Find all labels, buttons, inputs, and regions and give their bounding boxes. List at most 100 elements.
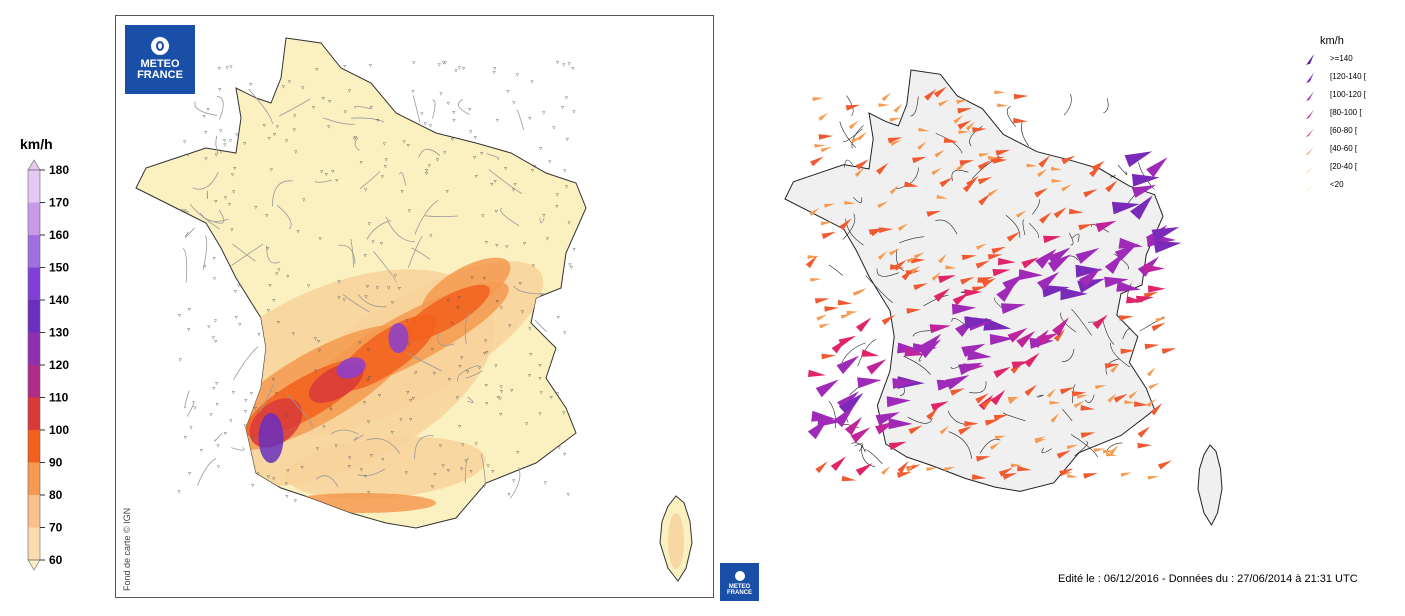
station-marker: ▿ <box>294 148 297 155</box>
wind-arrow <box>950 388 965 396</box>
department-border <box>1072 384 1076 404</box>
wind-arrow <box>930 401 949 411</box>
station-marker: ▿ <box>226 65 229 72</box>
station-marker: ▿ <box>369 62 372 69</box>
wind-arrow <box>1052 317 1069 337</box>
wind-arrow <box>808 369 826 377</box>
department-border <box>407 352 442 372</box>
scale-tick-label: 170 <box>49 196 69 210</box>
station-marker: ▿ <box>270 458 273 465</box>
station-marker: ▿ <box>263 122 266 129</box>
station-marker: ▿ <box>540 292 543 299</box>
station-marker: ▿ <box>187 152 190 159</box>
department-border <box>231 243 264 267</box>
wind-arrow <box>888 441 907 451</box>
department-borders <box>182 88 547 499</box>
wind-arrow <box>1120 348 1136 355</box>
wind-arrow <box>1006 231 1021 242</box>
station-marker: ▿ <box>244 408 247 415</box>
wind-arrow <box>877 201 889 209</box>
department-border <box>1103 98 1109 114</box>
legend-arrow-icon <box>1306 91 1314 101</box>
department-border <box>895 248 905 272</box>
station-marker: ▿ <box>528 115 531 122</box>
station-marker: ▿ <box>471 275 474 282</box>
station-marker: ▿ <box>320 168 323 175</box>
station-marker: ▿ <box>484 338 487 345</box>
department-border <box>839 121 856 149</box>
station-marker: ▿ <box>452 109 455 116</box>
wind-arrow <box>1016 210 1027 218</box>
legend-item: [40-60 [ <box>1300 141 1390 159</box>
wind-arrow <box>1095 220 1117 233</box>
wind-arrow <box>1075 247 1100 264</box>
wind-arrow <box>840 313 852 319</box>
department-border <box>1061 348 1075 362</box>
wind-arrow <box>964 289 983 297</box>
station-marker: ▿ <box>230 64 233 71</box>
station-marker: ▿ <box>442 462 445 469</box>
legend-label: [80-100 [ <box>1330 108 1362 117</box>
station-marker: ▿ <box>272 297 275 304</box>
station-marker: ▿ <box>405 318 408 325</box>
department-border <box>360 171 381 189</box>
wind-arrow <box>881 92 892 102</box>
wind-arrow <box>997 103 1009 108</box>
department-border <box>500 207 520 227</box>
station-marker: ▿ <box>360 466 363 473</box>
station-marker: ▿ <box>531 79 534 86</box>
wind-arrow <box>821 353 836 360</box>
station-marker: ▿ <box>414 370 417 377</box>
wind-arrow <box>931 271 941 281</box>
station-marker: ▿ <box>506 88 509 95</box>
wind-arrow <box>1128 390 1138 399</box>
wind-arrow <box>938 253 947 264</box>
station-marker: ▿ <box>433 471 436 478</box>
station-marker: ▿ <box>257 470 260 477</box>
station-marker: ▿ <box>469 129 472 136</box>
wind-arrow <box>1161 348 1177 355</box>
wind-arrow <box>807 255 819 259</box>
station-marker: ▿ <box>243 140 246 147</box>
department-border <box>910 96 919 117</box>
wind-arrow <box>913 252 925 259</box>
station-marker: ▿ <box>220 148 223 155</box>
wind-arrow <box>897 223 909 231</box>
wind-arrow <box>976 456 991 462</box>
station-marker: ▿ <box>496 117 499 124</box>
station-marker: ▿ <box>451 320 454 327</box>
department-border <box>215 135 219 154</box>
copyright-note: Fond de carte © IGN <box>122 507 132 591</box>
scale-tick-label: 60 <box>49 553 63 567</box>
wind-arrow <box>1089 165 1102 178</box>
station-marker: ▿ <box>254 405 257 412</box>
wind-arrow <box>1151 322 1166 332</box>
station-marker: ▿ <box>552 124 555 131</box>
wind-arrow <box>1091 160 1105 172</box>
wind-arrow <box>938 99 949 107</box>
station-marker: ▿ <box>251 482 254 489</box>
wind-arrow <box>897 460 909 474</box>
wind-arrow <box>998 467 1013 477</box>
station-marker: ▿ <box>322 95 325 102</box>
station-marker: ▿ <box>512 478 515 485</box>
wind-arrow <box>1039 212 1052 224</box>
station-marker: ▿ <box>504 165 507 172</box>
wind-arrow <box>810 156 824 167</box>
station-marker: ▿ <box>407 142 410 149</box>
wind-arrow <box>1079 267 1101 288</box>
station-marker: ▿ <box>235 314 238 321</box>
station-marker: ▿ <box>468 106 471 113</box>
wind-arrow <box>1047 388 1056 398</box>
station-marker: ▿ <box>366 377 369 384</box>
small-logo-icon <box>734 571 745 581</box>
station-marker: ▿ <box>539 375 542 382</box>
station-marker: ▿ <box>405 470 408 477</box>
station-marker: ▿ <box>344 109 347 116</box>
wind-arrow <box>1130 195 1153 220</box>
department-border <box>857 339 877 367</box>
station-marker: ▿ <box>383 140 386 147</box>
wind-arrow <box>815 379 839 398</box>
scale-segment <box>28 495 40 528</box>
station-marker: ▿ <box>568 261 571 268</box>
